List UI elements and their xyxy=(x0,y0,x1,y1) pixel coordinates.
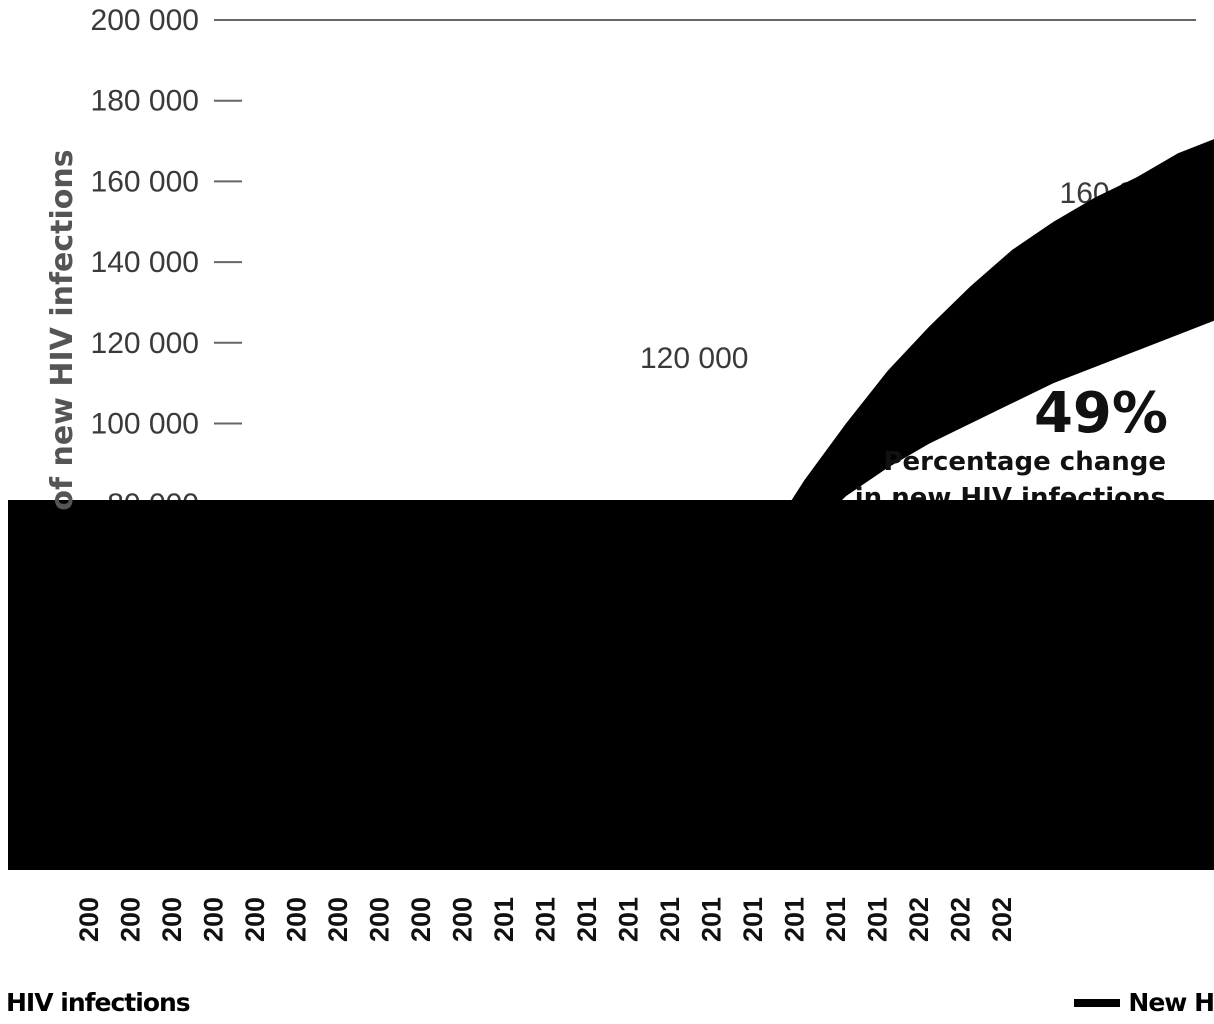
annotation-label: 120 000 xyxy=(640,342,748,375)
x-tick-label: 200 xyxy=(406,897,436,942)
callout-text-line1: Percentage change xyxy=(883,447,1166,477)
x-tick-label: 201 xyxy=(655,897,685,942)
y-tick-label: 120 000 xyxy=(91,327,199,360)
legend-swatch xyxy=(1074,998,1121,1007)
x-tick-label: 202 xyxy=(987,897,1017,942)
y-tick-label: 160 000 xyxy=(91,165,199,198)
x-tick-label: 201 xyxy=(489,897,519,942)
x-tick-label: 200 xyxy=(282,897,312,942)
x-tick-label: 200 xyxy=(448,897,478,942)
x-tick-label: 201 xyxy=(821,897,851,942)
x-tick-label: 201 xyxy=(863,897,893,942)
x-tick-label: 200 xyxy=(199,897,229,942)
x-tick-label: 200 xyxy=(365,897,395,942)
y-tick-label: 140 000 xyxy=(91,246,199,279)
x-tick-label: 202 xyxy=(904,897,934,942)
x-tick-label: 202 xyxy=(946,897,976,942)
footer-title: HIV infections xyxy=(6,988,191,1017)
x-tick-label: 200 xyxy=(116,897,146,942)
legend-label: New H xyxy=(1128,988,1214,1017)
legend[interactable]: New H xyxy=(1074,988,1214,1017)
x-tick-label: 201 xyxy=(531,897,561,942)
x-tick-label: 201 xyxy=(738,897,768,942)
x-tick-label: 201 xyxy=(697,897,727,942)
y-tick-label: 200 000 xyxy=(91,4,199,37)
x-tick-label: 200 xyxy=(323,897,353,942)
series-area-new-hiv xyxy=(348,139,1214,706)
x-tick-label: 200 xyxy=(74,897,104,942)
x-tick-label: 201 xyxy=(780,897,810,942)
x-axis: 200 200 200 200 200 200 200 200 200 200 201 201 201 2… xyxy=(74,897,1017,942)
callout-value: 49% xyxy=(1034,381,1168,446)
x-tick-label: 201 xyxy=(614,897,644,942)
obscured-region xyxy=(8,500,1214,870)
x-tick-label: 201 xyxy=(572,897,602,942)
y-axis-title: of new HIV infections xyxy=(45,149,80,510)
y-tick-label: 100 000 xyxy=(91,408,199,441)
x-tick-label: 200 xyxy=(240,897,270,942)
x-tick-label: 200 xyxy=(157,897,187,942)
y-tick-label: 180 000 xyxy=(91,85,199,118)
